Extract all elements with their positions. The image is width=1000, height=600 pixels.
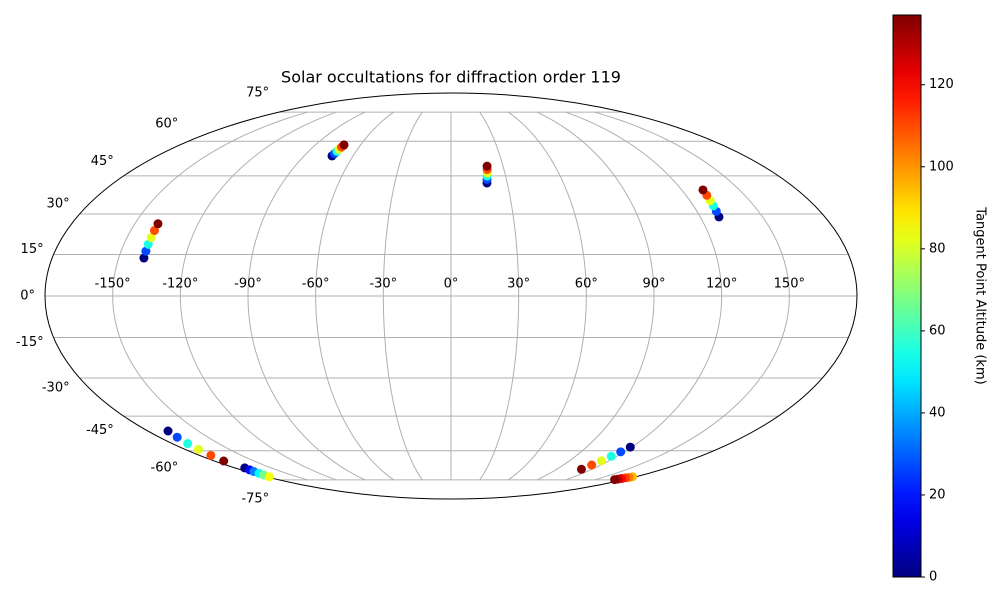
y-tick-label: 60° [155, 116, 178, 131]
point [153, 219, 163, 229]
point [616, 447, 626, 457]
grid-line [507, 111, 587, 481]
grid-line [112, 111, 308, 481]
grid-line [247, 111, 366, 481]
y-tick-label: 30° [47, 196, 70, 211]
y-tick-label: 45° [91, 154, 114, 169]
colorbar-tick-label: 20 [929, 487, 946, 502]
point [219, 456, 229, 466]
point [587, 460, 597, 470]
point [194, 444, 204, 454]
grid-line [315, 111, 395, 481]
point [576, 464, 586, 474]
point [596, 456, 606, 466]
point [149, 226, 159, 236]
colorbar-tick-label: 100 [929, 159, 954, 174]
x-tick-label: 60° [575, 277, 598, 292]
grid-line [382, 111, 423, 481]
x-tick-label: 0° [444, 277, 459, 292]
point [141, 246, 151, 256]
point [264, 472, 274, 482]
x-tick-label: -60° [302, 277, 330, 292]
y-tick-label: -75° [241, 492, 269, 507]
x-tick-label: 30° [507, 277, 530, 292]
point [146, 233, 156, 243]
point [610, 475, 620, 485]
y-tick-label: 0° [20, 289, 35, 304]
grid-line [565, 111, 723, 481]
point [339, 140, 349, 150]
x-tick-label: 120° [706, 277, 737, 292]
y-tick-label: -30° [42, 381, 70, 396]
chart-title: Solar occultations for diffraction order… [281, 68, 621, 87]
grid-line [479, 111, 520, 481]
y-tick-label: 15° [21, 242, 44, 257]
x-tick-label: -120° [162, 277, 198, 292]
point [172, 432, 182, 442]
y-tick-label: 75° [246, 85, 269, 100]
point [606, 451, 616, 461]
x-tick-label: 150° [774, 277, 805, 292]
x-tick-label: -90° [234, 277, 262, 292]
y-tick-label: -60° [151, 461, 179, 476]
y-tick-label: -15° [16, 335, 44, 350]
grid-line [179, 111, 337, 481]
point [625, 442, 635, 452]
point [183, 439, 193, 449]
x-tick-label: -30° [369, 277, 397, 292]
colorbar-tick-label: 40 [929, 405, 946, 420]
map-boundary [44, 92, 858, 500]
colorbar-tick-label: 0 [929, 570, 937, 585]
point [143, 239, 153, 249]
point [482, 161, 492, 171]
colorbar [892, 14, 922, 578]
point [698, 185, 708, 195]
colorbar-tick-label: 120 [929, 77, 954, 92]
y-tick-label: -45° [86, 423, 114, 438]
x-tick-label: -150° [95, 277, 131, 292]
grid-line [536, 111, 655, 481]
point [163, 426, 173, 436]
point [139, 253, 149, 263]
point [206, 450, 216, 460]
x-tick-label: 90° [642, 277, 665, 292]
colorbar-tick-label: 80 [929, 241, 946, 256]
colorbar-tick-label: 60 [929, 323, 946, 338]
grid-line [594, 111, 790, 481]
colorbar-label: Tangent Point Altitude (km) [973, 206, 988, 384]
